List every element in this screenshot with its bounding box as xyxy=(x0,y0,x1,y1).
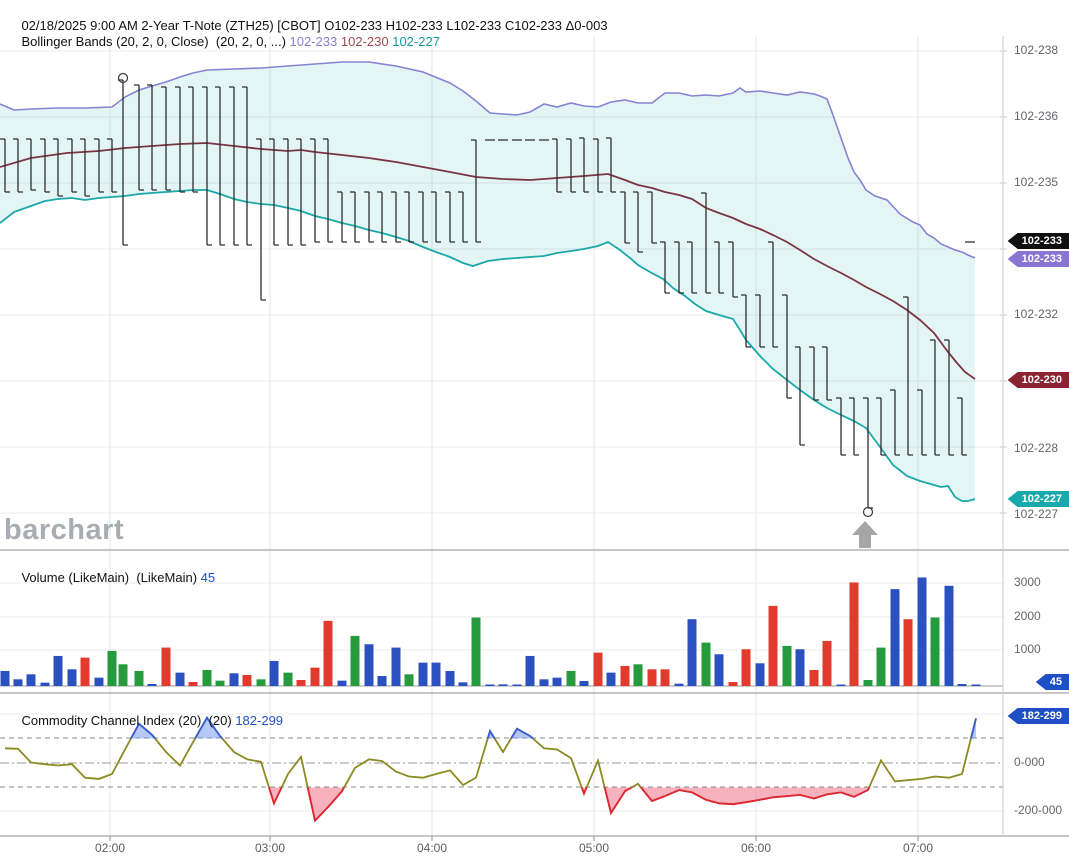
bb-middle-value: 102-230 xyxy=(340,34,389,49)
bollinger-header: Bollinger Bands (20, 2, 0, Close) (20, 2… xyxy=(7,19,440,64)
price-axis-label: 102-235 xyxy=(1014,175,1059,189)
cci-axis-label: -200-000 xyxy=(1014,803,1063,817)
volume-axis-label: 3000 xyxy=(1014,575,1041,589)
bb-lower-value: 102-227 xyxy=(392,34,440,49)
price-axis-label: 102-228 xyxy=(1014,441,1059,455)
bollinger-label: Bollinger Bands (20, 2, 0, Close) (20, 2… xyxy=(21,34,290,49)
volume-axis-label: 1000 xyxy=(1014,642,1041,656)
bb-upper-badge: 102-233 xyxy=(1007,251,1069,267)
time-axis-label: 07:00 xyxy=(902,841,934,855)
volume-label: Volume (LikeMain) (LikeMain) xyxy=(21,570,201,585)
volume-last-value: 45 xyxy=(200,570,216,585)
time-axis-label: 03:00 xyxy=(254,841,286,855)
price-axis-label: 102-238 xyxy=(1014,43,1059,57)
price-axis-label: 102-227 xyxy=(1014,507,1059,521)
price-axis-label: 102-232 xyxy=(1014,307,1059,321)
volume-header: Volume (LikeMain) (LikeMain) 45 xyxy=(7,555,215,600)
cci-label: Commodity Channel Index (20) (20) xyxy=(21,713,236,728)
time-axis-label: 04:00 xyxy=(416,841,448,855)
price-axis-label: 102-236 xyxy=(1014,109,1059,123)
quote-header: 02/18/2025 9:00 AM 2-Year T-Note (ZTH25)… xyxy=(7,3,608,48)
quote-header-text: 02/18/2025 9:00 AM 2-Year T-Note (ZTH25)… xyxy=(21,18,608,33)
cci-badge: 182-299 xyxy=(1007,708,1069,724)
cci-axis-label: 0-000 xyxy=(1014,755,1045,769)
cci-header: Commodity Channel Index (20) (20) 182-29… xyxy=(7,698,283,743)
bb-middle-badge: 102-230 xyxy=(1007,372,1069,388)
cci-last-value: 182-299 xyxy=(235,713,284,728)
time-axis-label: 05:00 xyxy=(578,841,610,855)
volume-axis-label: 2000 xyxy=(1014,609,1041,623)
last-price-badge: 102-233 xyxy=(1007,233,1069,249)
bb-upper-value: 102-233 xyxy=(289,34,338,49)
bb-lower-badge: 102-227 xyxy=(1007,491,1069,507)
volume-badge: 45 xyxy=(1035,674,1069,690)
time-axis-label: 06:00 xyxy=(740,841,772,855)
barchart-logo: barchart xyxy=(4,514,125,546)
time-axis-label: 02:00 xyxy=(94,841,126,855)
